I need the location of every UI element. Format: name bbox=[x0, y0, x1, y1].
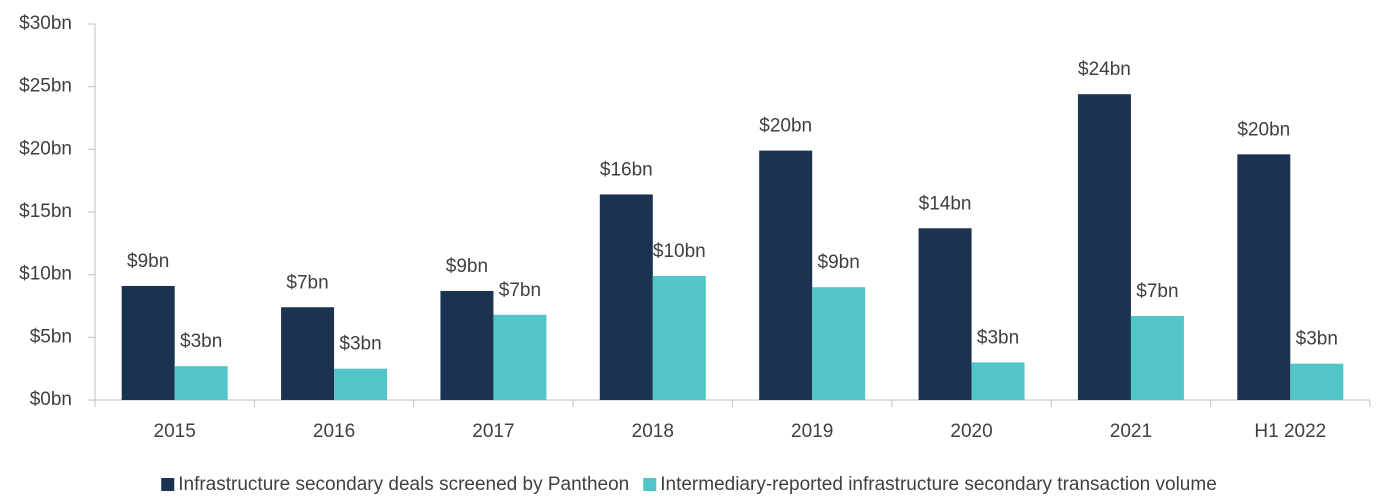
bar bbox=[440, 290, 494, 400]
x-tick-label: 2021 bbox=[1110, 421, 1152, 442]
value-label: $3bn bbox=[180, 331, 222, 352]
value-label: $3bn bbox=[977, 327, 1019, 348]
y-tick-label: $25bn bbox=[19, 76, 72, 97]
value-label: $14bn bbox=[919, 193, 972, 214]
x-tick-label: 2019 bbox=[791, 421, 833, 442]
value-label: $24bn bbox=[1078, 59, 1131, 80]
y-tick-label: $10bn bbox=[19, 264, 72, 285]
bar bbox=[1077, 94, 1131, 400]
y-tick-label: $15bn bbox=[19, 201, 72, 222]
y-tick-label: $0bn bbox=[30, 389, 72, 410]
y-tick-label: $20bn bbox=[19, 138, 72, 159]
value-label: $10bn bbox=[653, 241, 706, 262]
value-label: $16bn bbox=[600, 159, 653, 180]
x-tick-label: 2018 bbox=[632, 421, 674, 442]
x-tick-label: H1 2022 bbox=[1254, 421, 1326, 442]
value-label: $9bn bbox=[818, 252, 860, 273]
bar bbox=[1237, 154, 1291, 400]
x-tick-label: 2016 bbox=[313, 421, 355, 442]
bar bbox=[281, 307, 335, 400]
value-label: $20bn bbox=[1237, 119, 1290, 140]
value-label: $9bn bbox=[127, 251, 169, 272]
bar bbox=[759, 150, 813, 400]
value-label: $3bn bbox=[339, 334, 381, 355]
bar bbox=[121, 285, 175, 400]
bar bbox=[174, 366, 228, 400]
y-tick-label: $30bn bbox=[19, 13, 72, 34]
legend-label: Intermediary-reported infrastructure sec… bbox=[660, 474, 1217, 495]
bar bbox=[493, 314, 547, 400]
value-label: $20bn bbox=[759, 116, 812, 137]
x-tick-label: 2020 bbox=[950, 421, 992, 442]
legend: Infrastructure secondary deals screened … bbox=[161, 474, 1217, 495]
legend-swatch bbox=[643, 478, 657, 491]
value-label: $7bn bbox=[286, 272, 328, 293]
x-tick-label: 2015 bbox=[154, 421, 196, 442]
y-tick-label: $5bn bbox=[30, 326, 72, 347]
bar bbox=[334, 368, 388, 400]
bar bbox=[918, 228, 972, 400]
legend-swatch bbox=[161, 478, 175, 491]
bar bbox=[1290, 363, 1344, 400]
value-label: $9bn bbox=[446, 256, 488, 277]
bar bbox=[652, 275, 706, 400]
bar bbox=[599, 194, 653, 400]
legend-label: Infrastructure secondary deals screened … bbox=[178, 474, 629, 495]
value-label: $3bn bbox=[1296, 329, 1338, 350]
value-label: $7bn bbox=[1136, 281, 1178, 302]
bar bbox=[1130, 316, 1184, 400]
bar bbox=[971, 362, 1025, 400]
bar bbox=[812, 287, 866, 400]
value-label: $7bn bbox=[499, 280, 541, 301]
x-tick-label: 2017 bbox=[472, 421, 514, 442]
